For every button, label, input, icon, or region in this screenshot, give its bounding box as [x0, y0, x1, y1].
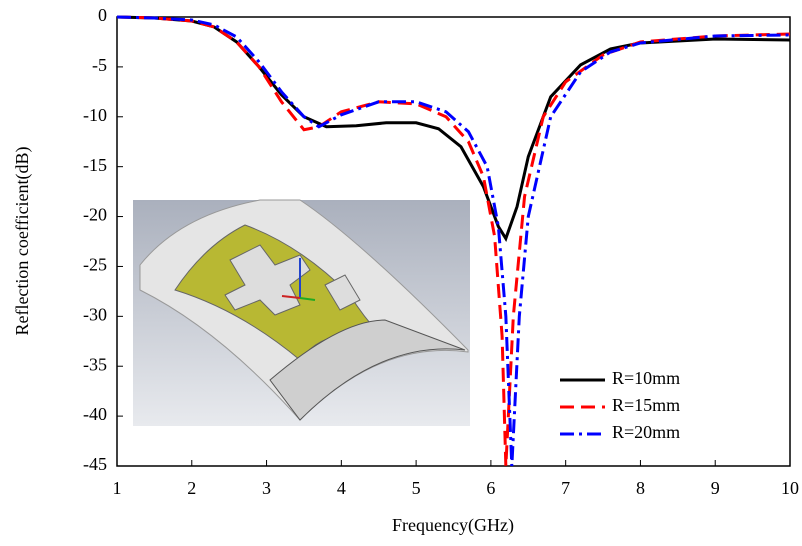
x-tick-label: 1 — [113, 478, 122, 498]
x-tick-label: 5 — [412, 478, 421, 498]
x-tick-label: 4 — [337, 478, 346, 498]
y-axis-label: Reflection coefficient(dB) — [12, 146, 33, 335]
y-tick-label: -40 — [83, 404, 107, 424]
legend-label: R=20mm — [612, 422, 680, 442]
y-tick-label: -15 — [83, 155, 107, 175]
x-tick-label: 8 — [636, 478, 645, 498]
y-tick-label: -30 — [83, 304, 107, 324]
x-tick-label: 7 — [561, 478, 570, 498]
x-tick-label: 6 — [486, 478, 495, 498]
y-tick-label: -10 — [83, 105, 107, 125]
inset-image — [133, 200, 470, 426]
y-tick-label: -25 — [83, 255, 107, 275]
chart: Frequency(GHz) Reflection coefficient(dB… — [0, 0, 802, 546]
y-tick-label: -5 — [92, 55, 107, 75]
x-tick-label: 10 — [781, 478, 799, 498]
x-tick-label: 2 — [187, 478, 196, 498]
x-tick-label: 3 — [262, 478, 271, 498]
legend-label: R=15mm — [612, 395, 680, 415]
y-tick-label: -45 — [83, 454, 107, 474]
x-tick-label: 9 — [711, 478, 720, 498]
y-tick-label: -20 — [83, 205, 107, 225]
legend-label: R=10mm — [612, 368, 680, 388]
y-tick-label: 0 — [98, 5, 107, 25]
x-axis-label: Frequency(GHz) — [392, 515, 514, 536]
y-tick-label: -35 — [83, 354, 107, 374]
